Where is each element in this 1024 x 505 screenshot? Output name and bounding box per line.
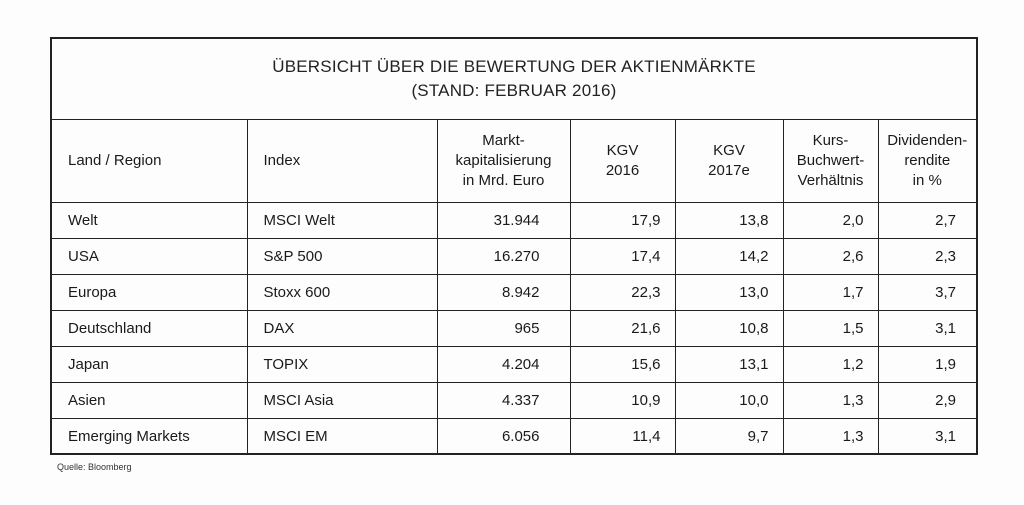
cell-land: USA — [52, 238, 248, 275]
header-price-book-line-1: Kurs- — [812, 132, 849, 149]
table-title-line-2: (STAND: FEBRUAR 2016) — [411, 81, 617, 100]
cell-land: Welt — [52, 202, 248, 239]
table-row: Japan TOPIX 4.204 15,6 13,1 1,2 1,9 — [52, 346, 976, 383]
header-kgv-2017-line-2: 2017e — [708, 162, 750, 179]
cell-land: Emerging Markets — [52, 418, 248, 454]
cell-kgv-2017: 9,7 — [675, 418, 784, 454]
cell-kgv-2016: 17,9 — [570, 202, 676, 239]
header-market-cap: Markt- kapitalisierung in Mrd. Euro — [437, 120, 571, 203]
cell-market-cap: 31.944 — [437, 202, 571, 239]
table-title-line-1: ÜBERSICHT ÜBER DIE BEWERTUNG DER AKTIENM… — [272, 57, 756, 76]
header-kgv-2016-line-1: KGV — [606, 142, 639, 159]
cell-index: S&P 500 — [247, 238, 438, 275]
cell-price-book: 1,3 — [783, 418, 879, 454]
cell-land: Europa — [52, 274, 248, 311]
header-market-cap-line-3: in Mrd. Euro — [462, 172, 545, 189]
table-row: Europa Stoxx 600 8.942 22,3 13,0 1,7 3,7 — [52, 274, 976, 311]
cell-dividend-yield: 2,9 — [878, 382, 976, 419]
cell-dividend-yield: 3,7 — [878, 274, 976, 311]
table-row: USA S&P 500 16.270 17,4 14,2 2,6 2,3 — [52, 238, 976, 275]
cell-price-book: 2,6 — [783, 238, 879, 275]
cell-price-book: 2,0 — [783, 202, 879, 239]
header-kgv-2017-line-1: KGV — [713, 142, 745, 159]
cell-kgv-2017: 10,8 — [675, 310, 784, 347]
header-kgv-2017: KGV 2017e — [675, 120, 784, 203]
cell-index: TOPIX — [247, 346, 438, 383]
cell-kgv-2016: 10,9 — [570, 382, 676, 419]
valuation-table: Land / Region Index Markt- kapitalisieru… — [52, 120, 976, 454]
valuation-table-frame: ÜBERSICHT ÜBER DIE BEWERTUNG DER AKTIENM… — [50, 37, 978, 455]
header-price-book-line-2: Buchwert- — [796, 152, 865, 169]
header-price-book: Kurs- Buchwert- Verhältnis — [783, 120, 879, 203]
cell-kgv-2017: 10,0 — [675, 382, 784, 419]
header-dividend-yield-line-1: Dividenden- — [887, 132, 968, 149]
cell-index: DAX — [247, 310, 438, 347]
cell-dividend-yield: 1,9 — [878, 346, 976, 383]
cell-land: Japan — [52, 346, 248, 383]
table-row: Deutschland DAX 965 21,6 10,8 1,5 3,1 — [52, 310, 976, 347]
cell-kgv-2016: 17,4 — [570, 238, 676, 275]
cell-market-cap: 16.270 — [437, 238, 571, 275]
cell-market-cap: 6.056 — [437, 418, 571, 454]
header-price-book-line-3: Verhältnis — [797, 172, 864, 189]
source-note: Quelle: Bloomberg — [57, 462, 132, 472]
cell-kgv-2016: 22,3 — [570, 274, 676, 311]
table-header-row: Land / Region Index Markt- kapitalisieru… — [52, 120, 976, 203]
cell-kgv-2017: 13,0 — [675, 274, 784, 311]
header-kgv-2016-line-2: 2016 — [605, 162, 640, 179]
table-row: Welt MSCI Welt 31.944 17,9 13,8 2,0 2,7 — [52, 202, 976, 239]
header-kgv-2016: KGV 2016 — [570, 120, 676, 203]
cell-index: Stoxx 600 — [247, 274, 438, 311]
cell-market-cap: 965 — [437, 310, 571, 347]
header-market-cap-line-1: Markt- — [482, 132, 525, 149]
header-dividend-yield: Dividenden- rendite in % — [878, 120, 976, 203]
table-row: Emerging Markets MSCI EM 6.056 11,4 9,7 … — [52, 418, 976, 454]
header-dividend-yield-line-3: in % — [912, 172, 942, 189]
table-row: Asien MSCI Asia 4.337 10,9 10,0 1,3 2,9 — [52, 382, 976, 419]
header-dividend-yield-line-2: rendite — [904, 152, 951, 169]
cell-dividend-yield: 3,1 — [878, 310, 976, 347]
cell-kgv-2016: 21,6 — [570, 310, 676, 347]
cell-land: Asien — [52, 382, 248, 419]
cell-kgv-2017: 13,1 — [675, 346, 784, 383]
table-title: ÜBERSICHT ÜBER DIE BEWERTUNG DER AKTIENM… — [52, 39, 976, 120]
cell-index: MSCI Asia — [247, 382, 438, 419]
cell-dividend-yield: 3,1 — [935, 428, 956, 445]
cell-price-book: 1,7 — [783, 274, 879, 311]
header-land: Land / Region — [52, 120, 248, 203]
cell-price-book: 1,5 — [783, 310, 879, 347]
cell-price-book: 1,3 — [783, 382, 879, 419]
cell-land: Deutschland — [52, 310, 248, 347]
cell-market-cap: 4.204 — [437, 346, 571, 383]
cell-market-cap: 4.337 — [437, 382, 571, 419]
cell-kgv-2017: 14,2 — [675, 238, 784, 275]
cell-kgv-2017: 13,8 — [675, 202, 784, 239]
cell-index: MSCI EM — [247, 418, 438, 454]
cell-price-book: 1,2 — [783, 346, 879, 383]
cell-dividend-yield: 2,3 — [878, 238, 976, 275]
header-market-cap-line-2: kapitalisierung — [455, 152, 552, 169]
cell-kgv-2016: 15,6 — [570, 346, 676, 383]
cell-market-cap: 8.942 — [437, 274, 571, 311]
cell-dividend-yield: 2,7 — [878, 202, 976, 239]
header-index: Index — [247, 120, 438, 203]
cell-index: MSCI Welt — [247, 202, 438, 239]
cell-kgv-2016: 11,4 — [570, 418, 676, 454]
